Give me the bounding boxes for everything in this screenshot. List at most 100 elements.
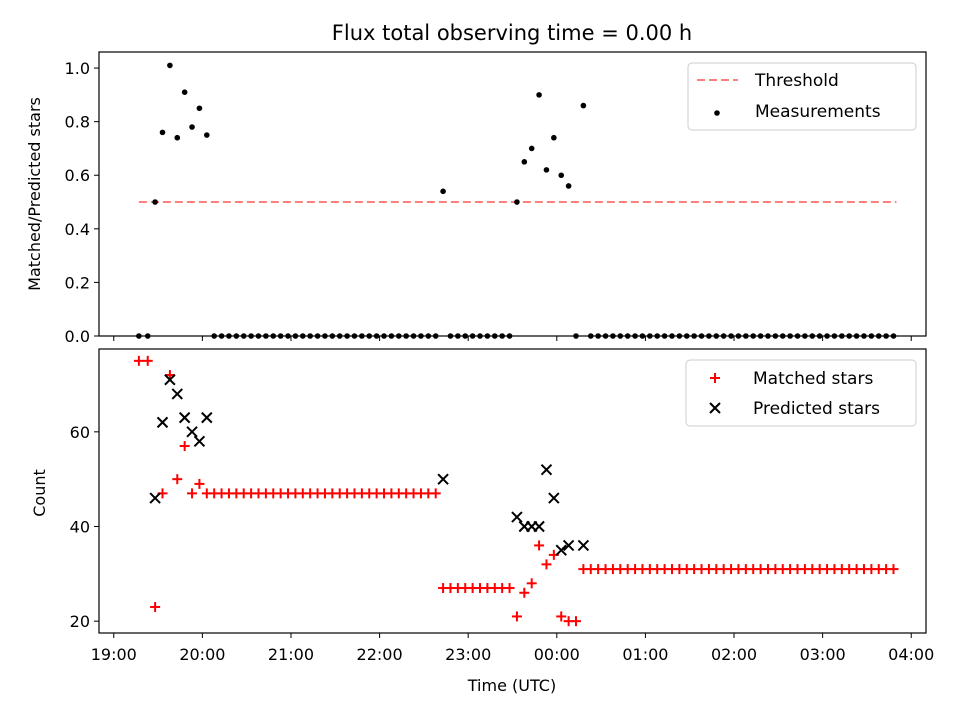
measurement-point: [543, 167, 550, 173]
cross-b: [548, 492, 560, 504]
predicted-star-point: [193, 435, 206, 448]
measurement-point: [167, 62, 173, 69]
bottom-xtick-label: 20:00: [179, 645, 225, 664]
measurement-point: [440, 188, 446, 195]
matched-legend-label: Matched stars: [753, 369, 873, 389]
bottom-panel: 20 40 60 19:00 20:00 21:00 22:00 23:00 00:00 01:0…: [30, 348, 935, 695]
cross-b: [533, 520, 545, 533]
chart-title: Flux total observing time = 0.00 h: [332, 21, 692, 45]
measurement-point: [565, 183, 572, 189]
matched-star-point: [556, 611, 567, 622]
matched-star-point: [179, 441, 190, 452]
bottom-xtick-label: 02:00: [711, 645, 757, 664]
bottom-xtick-label: 00:00: [534, 645, 580, 664]
predicted-star-point: [577, 539, 590, 552]
predicted-legend-swatch: [709, 402, 721, 414]
cross-b: [511, 511, 523, 523]
top-ytick-label: 0.0: [65, 327, 90, 346]
top-ytick-label: 1.0: [65, 59, 90, 78]
matched-star-point: [519, 587, 530, 598]
matched-star-point: [526, 578, 537, 589]
measurement-point: [551, 134, 557, 141]
measurement-point: [189, 124, 195, 130]
measurement-point: [181, 89, 188, 95]
measurement-point: [536, 92, 542, 98]
matched-star-point: [534, 540, 545, 551]
matched-star-point: [187, 488, 198, 499]
predicted-star-point: [555, 544, 567, 556]
bottom-ytick-label: 60: [70, 423, 90, 442]
matched-legend-swatch: [710, 373, 720, 383]
predicted-star-point: [171, 388, 183, 400]
top-ytick-label: 0.6: [65, 166, 90, 185]
bottom-xtick-label: 23:00: [445, 645, 491, 664]
predicted-star-point: [562, 539, 575, 552]
measurement-point: [159, 129, 166, 136]
matched-star-point: [133, 355, 144, 366]
top-legend-box: [687, 62, 917, 131]
predicted-star-point: [164, 374, 176, 386]
predicted-star-point: [511, 511, 523, 523]
bottom-xtick-label: 04:00: [888, 645, 934, 664]
predicted-star-point: [186, 426, 198, 438]
matched-star-point: [504, 583, 515, 594]
predicted-star-point: [201, 411, 213, 424]
top-panel: 0.0 0.2 0.4 0.6 0.8 1.0 Matched/Predicted sta…: [25, 51, 927, 346]
bottom-ytick-label: 20: [70, 612, 90, 631]
predicted-star-point: [437, 473, 449, 485]
top-ytick-label: 0.8: [65, 113, 90, 132]
top-axes: 0.0 0.2 0.4 0.6 0.8 1.0: [65, 59, 912, 346]
cross-b: [540, 463, 553, 476]
predicted-legend-label: Predicted stars: [753, 399, 880, 419]
matched-star-point: [172, 474, 183, 485]
predicted-star-point: [533, 520, 545, 533]
cross-b: [193, 435, 206, 448]
cross-b: [562, 539, 575, 552]
cross-b: [164, 374, 176, 386]
cross-b: [149, 492, 161, 504]
cross-b: [709, 402, 721, 414]
bottom-xtick-label: 01:00: [622, 645, 668, 664]
cross-b: [555, 544, 567, 556]
matched-star-point: [194, 478, 205, 489]
matched-star-point: [150, 601, 161, 612]
bottom-series: [133, 355, 899, 627]
measurements-legend-swatch: [714, 110, 720, 116]
predicted-star-point: [548, 492, 560, 504]
bottom-xtick-label: 22:00: [357, 645, 403, 664]
measurement-point: [558, 172, 565, 179]
top-legend: Threshold Measurements: [687, 62, 917, 131]
cross-b: [178, 411, 191, 424]
bottom-ytick-label: 40: [70, 518, 90, 537]
cross-b: [577, 539, 590, 552]
cross-b: [437, 473, 449, 485]
measurement-point: [174, 134, 181, 141]
measurement-point: [152, 199, 158, 205]
bottom-legend-box: [685, 359, 917, 427]
cross-b: [186, 426, 198, 438]
cross-b: [171, 388, 183, 400]
predicted-star-point: [156, 416, 169, 429]
bottom-axes: 20 40 60 19:00 20:00 21:00 22:00 23:00 00:00 01:0…: [70, 423, 935, 664]
top-ytick-label: 0.2: [65, 273, 90, 292]
bottom-legend: Matched stars Predicted stars: [685, 359, 917, 427]
measurement-point: [580, 102, 587, 109]
cross-b: [156, 416, 169, 429]
measurement-point: [196, 105, 203, 112]
threshold-legend-label: Threshold: [754, 71, 839, 91]
top-ylabel: Matched/Predicted stars: [25, 97, 44, 291]
measurement-point: [521, 159, 528, 165]
predicted-star-point: [178, 411, 191, 424]
bottom-xtick-label: 03:00: [800, 645, 846, 664]
predicted-star-point: [540, 463, 553, 476]
cross-b: [201, 411, 213, 424]
bottom-legend-swatches: [709, 373, 721, 414]
bottom-ylabel: Count: [30, 469, 49, 517]
matched-star-point: [142, 355, 153, 366]
matched-star-point: [430, 488, 441, 499]
predicted-star-point: [149, 492, 161, 504]
matched-star-point: [511, 611, 522, 622]
top-ytick-label: 0.4: [65, 220, 90, 239]
matched-star-point: [541, 559, 552, 570]
